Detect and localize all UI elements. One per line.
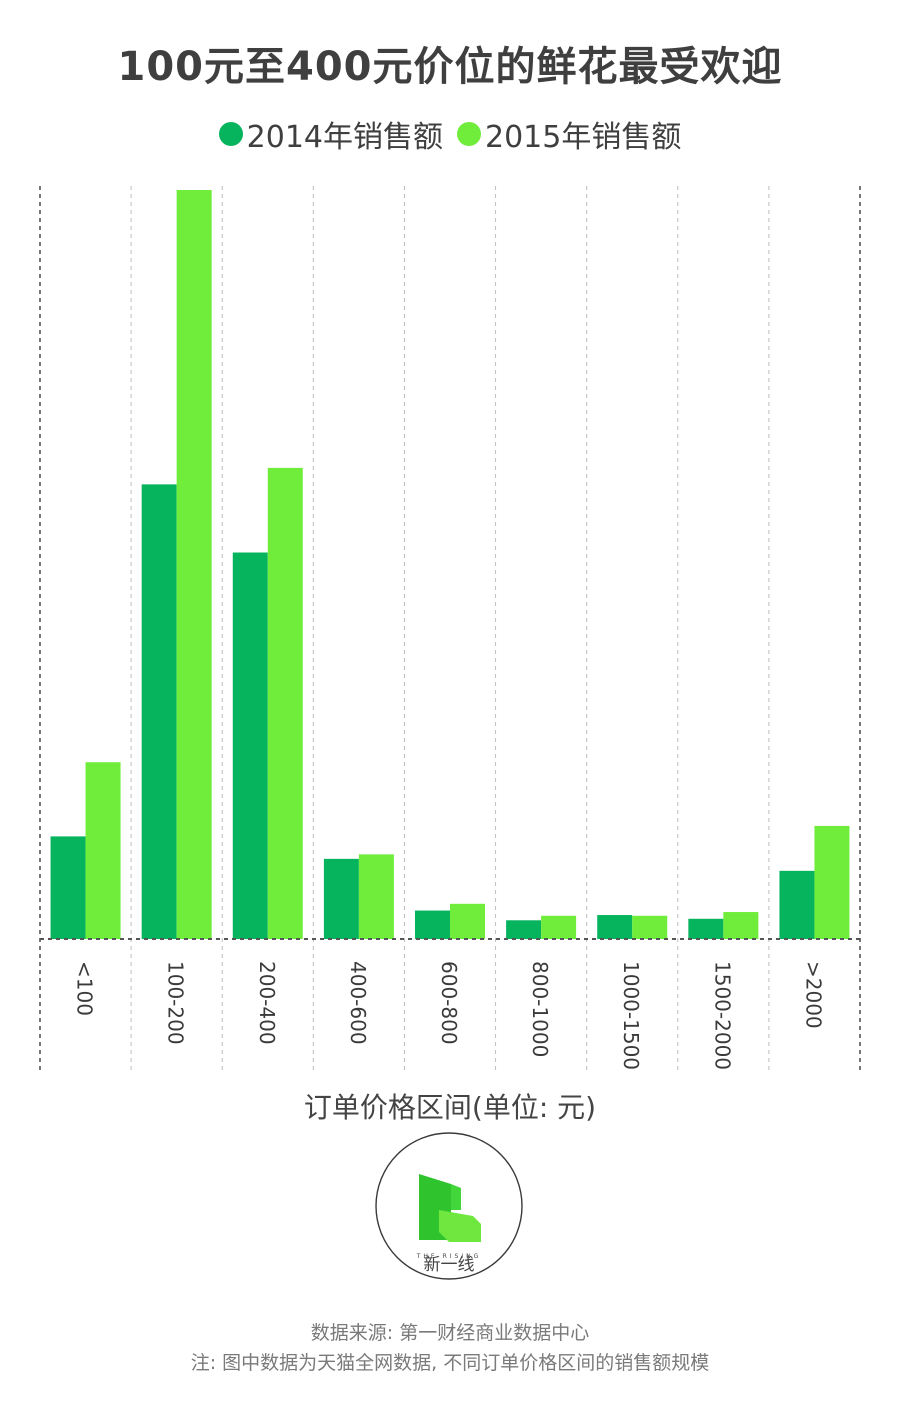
tick-label-6: 1000-1500 xyxy=(619,961,643,1070)
tick-label-0: <100 xyxy=(73,961,97,1016)
legend-label-2014: 2014年销售额 xyxy=(246,120,443,155)
bar-2014-8 xyxy=(779,870,815,939)
bar-2014-5 xyxy=(506,920,542,939)
bar-chart: <100 100-200 200-400 400-600 600-800 800-1000… xyxy=(39,186,861,1070)
legend-swatch-2015 xyxy=(457,122,481,146)
chart-title: 100元至400元价位的鲜花最受欢迎 xyxy=(117,44,783,90)
tick-label-2: 200-400 xyxy=(255,961,279,1045)
data-note: 注: 图中数据为天猫全网数据, 不同订单价格区间的销售额规模 xyxy=(190,1352,710,1374)
tick-label-5: 800-1000 xyxy=(528,961,552,1057)
legend-item-2014: 2014年销售额 xyxy=(218,112,443,156)
legend-swatch-2014 xyxy=(218,122,243,146)
bar-2014-1 xyxy=(141,484,177,939)
bar-2015-4 xyxy=(450,903,485,939)
brand-logo: THE RISING 新一线 xyxy=(375,1132,523,1280)
bar-2015-5 xyxy=(541,915,577,939)
bar-2015-3 xyxy=(358,854,394,939)
x-tick-labels: <100 100-200 200-400 400-600 600-800 800-1000… xyxy=(73,961,826,1070)
bar-2015-0 xyxy=(85,762,121,939)
tick-label-3: 400-600 xyxy=(346,961,370,1045)
legend-item-2015: 2015年销售额 xyxy=(457,112,681,156)
legend: 2014年销售额 2015年销售额 xyxy=(0,112,900,156)
bar-2015-8 xyxy=(814,825,850,939)
logo-tagline: THE RISING xyxy=(416,1253,482,1260)
x-axis-title: 订单价格区间(单位: 元) xyxy=(303,1091,597,1124)
bar-2015-1 xyxy=(176,190,212,939)
bar-2014-2 xyxy=(232,552,268,939)
bar-2015-7 xyxy=(723,912,759,939)
bar-2014-4 xyxy=(415,910,450,939)
bar-2014-6 xyxy=(597,915,633,939)
bar-2015-2 xyxy=(267,467,303,939)
data-source: 数据来源: 第一财经商业数据中心 xyxy=(310,1322,590,1344)
tick-label-1: 100-200 xyxy=(164,961,188,1045)
logo-name: 新一线 xyxy=(423,1255,475,1275)
bar-2014-7 xyxy=(688,918,724,939)
bar-2014-3 xyxy=(323,858,359,939)
bars xyxy=(50,190,850,939)
tick-label-8: >2000 xyxy=(801,961,825,1029)
separators xyxy=(39,186,861,1070)
legend-label-2015: 2015年销售额 xyxy=(485,120,682,155)
bar-2015-6 xyxy=(632,915,668,939)
bar-2014-0 xyxy=(50,836,86,939)
logo-mark-icon: THE RISING xyxy=(375,1132,523,1280)
tick-label-7: 1500-2000 xyxy=(710,961,734,1070)
tick-label-4: 600-800 xyxy=(437,961,461,1045)
